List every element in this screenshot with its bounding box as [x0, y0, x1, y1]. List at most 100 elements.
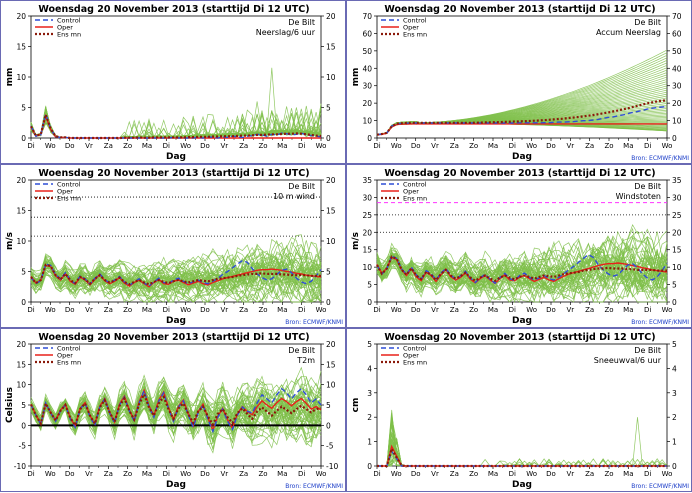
x-tick-label: Do	[200, 142, 210, 150]
x-tick-label: Vr	[220, 470, 228, 478]
y-tick-label-right: 0	[326, 134, 331, 143]
y-axis-label: Celsius	[5, 387, 15, 423]
legend-label-ensmn: Ens mn	[57, 195, 81, 203]
legend-label-oper: Oper	[403, 188, 419, 196]
x-tick-label: Ma	[488, 470, 498, 478]
x-tick-label: Za	[239, 306, 248, 314]
y-tick-label: 3	[367, 389, 372, 398]
x-tick-label: Vr	[431, 306, 439, 314]
x-tick-label: Do	[200, 306, 210, 314]
y-tick-label-right: 20	[672, 228, 682, 237]
x-tick-label: Za	[104, 470, 113, 478]
series-ensmn	[30, 391, 322, 428]
y-tick-label-right: 20	[326, 340, 336, 349]
ensemble-member-line	[376, 254, 668, 293]
x-tick-label: Wo	[316, 142, 327, 150]
chart-svg-t2m: Woensdag 20 November 2013 (starttijd Di …	[5, 332, 343, 490]
legend-label-oper: Oper	[403, 24, 419, 32]
y-tick-label: 15	[16, 43, 26, 52]
series-control	[30, 259, 322, 287]
ensemble-member-line	[30, 375, 322, 442]
y-tick-label: 15	[16, 360, 26, 369]
x-tick-label: Za	[450, 470, 459, 478]
y-tick-label-right: 20	[326, 176, 336, 185]
x-tick-label: Di	[163, 142, 170, 150]
x-tick-label: Ma	[142, 142, 152, 150]
chart-panel-snow: Woensdag 20 November 2013 (starttijd Di …	[346, 328, 692, 492]
y-axis-label: mm	[5, 68, 15, 87]
x-tick-label: Di	[644, 142, 651, 150]
x-tick-label: Di	[509, 142, 516, 150]
y-tick-label: 20	[16, 12, 26, 21]
y-tick-label: 5	[21, 268, 26, 277]
x-axis-label: Dag	[512, 316, 532, 326]
y-tick-label-right: 10	[326, 73, 336, 82]
ensemble-members	[376, 223, 668, 304]
y-tick-label: 20	[16, 340, 26, 349]
x-tick-label: Wo	[526, 142, 537, 150]
x-tick-label: Vr	[85, 306, 93, 314]
y-axis-label: mm	[351, 68, 361, 87]
legend-label-control: Control	[403, 181, 427, 189]
legend-label-control: Control	[57, 345, 81, 353]
y-tick-label-right: 5	[326, 401, 331, 410]
x-tick-label: Do	[411, 142, 421, 150]
legend-label-control: Control	[57, 17, 81, 25]
x-tick-label: Wo	[662, 470, 673, 478]
x-tick-label: Wo	[391, 142, 402, 150]
x-tick-label: Za	[104, 306, 113, 314]
ensemble-member-line	[376, 231, 668, 302]
ensemble-member-line	[30, 238, 322, 303]
y-tick-label: 2	[367, 413, 372, 422]
variable-label: Windstoten	[616, 192, 661, 201]
legend-label-control: Control	[57, 181, 81, 189]
x-tick-label: Zo	[123, 142, 132, 150]
x-tick-label: Ma	[623, 306, 633, 314]
x-tick-label: Ma	[623, 142, 633, 150]
x-tick-label: Wo	[391, 470, 402, 478]
x-tick-label: Di	[644, 470, 651, 478]
y-tick-label: 1	[367, 438, 372, 447]
y-tick-label-right: 10	[672, 117, 682, 126]
x-tick-label: Di	[27, 470, 34, 478]
x-tick-label: Zo	[123, 306, 132, 314]
x-tick-label: Wo	[180, 306, 191, 314]
y-tick-label: 35	[362, 176, 372, 185]
y-tick-label: 20	[362, 99, 372, 108]
x-tick-label: Wo	[45, 142, 56, 150]
x-tick-label: Di	[373, 470, 380, 478]
x-tick-label: Wo	[391, 306, 402, 314]
location-label: De Bilt	[288, 182, 315, 191]
series-ensmn	[376, 99, 668, 136]
y-tick-label: 5	[367, 281, 372, 290]
x-tick-label: Di	[163, 470, 170, 478]
x-tick-label: Di	[373, 306, 380, 314]
y-axis-label: cm	[351, 398, 361, 413]
source-label: Bron: ECMWF/KNMI	[285, 483, 343, 490]
y-tick-label-right: -10	[326, 462, 338, 471]
y-tick-label-right: 4	[672, 364, 677, 373]
x-tick-label: Ma	[623, 470, 633, 478]
x-tick-label: Ma	[488, 142, 498, 150]
y-tick-label: 30	[362, 193, 372, 202]
x-tick-label: Zo	[604, 470, 613, 478]
x-tick-label: Za	[585, 306, 594, 314]
ensemble-member-line	[376, 228, 668, 303]
series-ensmn	[30, 263, 321, 286]
y-tick-label-right: 0	[672, 134, 677, 143]
x-tick-label: Zo	[258, 142, 267, 150]
y-tick-label: 60	[362, 29, 372, 38]
y-tick-label-right: 15	[326, 43, 336, 52]
x-tick-label: Za	[239, 470, 248, 478]
ensemble-member-line	[30, 252, 322, 303]
x-tick-label: Zo	[258, 470, 267, 478]
y-tick-label: -5	[19, 442, 27, 451]
y-tick-label-right: 0	[672, 462, 677, 471]
chart-title: Woensdag 20 November 2013 (starttijd Di …	[38, 4, 309, 15]
x-tick-label: Wo	[45, 470, 56, 478]
x-tick-label: Wo	[45, 306, 56, 314]
y-tick-label: 10	[362, 117, 372, 126]
x-tick-label: Ma	[142, 306, 152, 314]
y-tick-label: 50	[362, 47, 372, 56]
